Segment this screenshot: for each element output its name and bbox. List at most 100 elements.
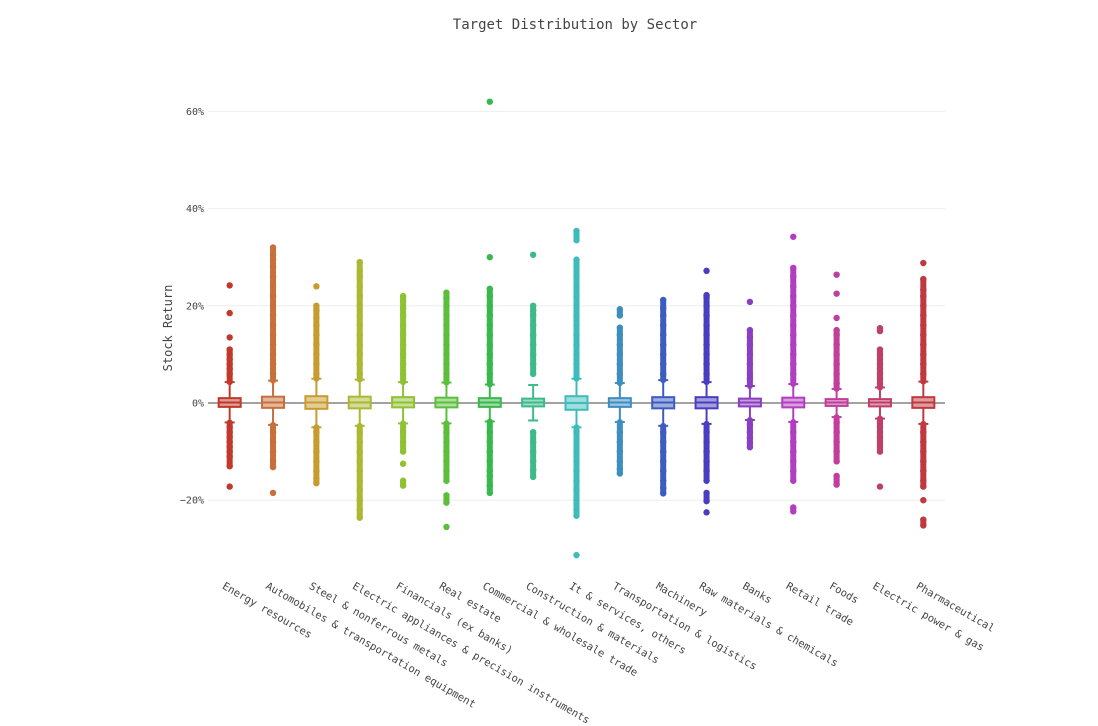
- outlier-point: [529, 351, 537, 358]
- outlier-point: [399, 322, 407, 329]
- outlier-point: [703, 267, 710, 275]
- outlier-point: [226, 438, 233, 446]
- outlier-point: [226, 424, 233, 431]
- outlier-point: [920, 360, 927, 368]
- outlier-point: [529, 370, 537, 378]
- outlier-point: [573, 236, 580, 244]
- outlier-point: [833, 341, 840, 348]
- outlier-point: [790, 264, 797, 272]
- y-axis-label: Stock Return: [161, 285, 175, 372]
- outlier-point: [790, 292, 797, 300]
- outlier-point: [790, 233, 797, 240]
- outlier-point: [746, 351, 754, 358]
- outlier-point: [443, 448, 450, 455]
- outlier-point: [573, 341, 580, 348]
- outlier-point: [790, 322, 797, 329]
- outlier-point: [356, 428, 363, 436]
- outlier-point: [833, 419, 840, 426]
- outlier-point: [226, 433, 233, 441]
- outlier-point: [660, 331, 667, 339]
- outlier-point: [443, 295, 450, 302]
- outlier-point: [790, 458, 797, 465]
- outlier-point: [920, 477, 927, 484]
- outlier-point: [876, 356, 884, 363]
- outlier-point: [920, 483, 927, 490]
- outlier-point: [399, 482, 407, 489]
- outlier-point: [269, 273, 277, 280]
- outlier-point: [573, 331, 580, 339]
- outlier-point: [790, 360, 797, 368]
- outlier-point: [616, 465, 624, 473]
- outlier-point: [920, 497, 927, 504]
- outlier-point: [573, 351, 580, 358]
- outlier-point: [876, 428, 884, 436]
- outlier-point: [616, 351, 624, 358]
- outlier-point: [269, 489, 277, 497]
- outlier-point: [616, 448, 624, 455]
- outlier-point: [443, 458, 450, 465]
- outlier-point: [876, 443, 884, 450]
- outlier-point: [920, 467, 927, 475]
- outlier-point: [443, 331, 450, 339]
- outlier-point: [486, 98, 493, 105]
- outlier-point: [573, 370, 580, 378]
- outlier-point: [746, 428, 754, 436]
- outlier-point: [746, 375, 754, 382]
- box-7: [477, 98, 502, 497]
- outlier-point: [703, 322, 710, 329]
- outlier-point: [486, 360, 493, 368]
- outlier-point: [573, 312, 580, 319]
- outlier-point: [313, 370, 320, 378]
- outlier-point: [313, 351, 320, 358]
- outlier-point: [790, 508, 797, 515]
- outlier-point: [920, 370, 927, 378]
- outlier-point: [356, 273, 363, 280]
- outlier-point: [486, 351, 493, 358]
- outlier-point: [876, 375, 884, 382]
- outlier-point: [616, 458, 624, 465]
- outlier-point: [660, 296, 667, 304]
- outlier-point: [399, 331, 407, 339]
- outlier-point: [313, 360, 320, 368]
- outlier-point: [313, 314, 320, 322]
- outlier-point: [660, 438, 667, 446]
- outlier-point: [876, 346, 884, 353]
- outlier-point: [313, 448, 320, 455]
- outlier-point: [920, 458, 927, 465]
- outlier-point: [746, 298, 754, 306]
- outlier-point: [876, 370, 884, 378]
- outlier-point: [399, 448, 407, 455]
- outlier-point: [573, 273, 580, 280]
- outlier-point: [920, 438, 927, 446]
- outlier-point: [486, 467, 493, 475]
- outlier-point: [660, 305, 667, 312]
- outlier-point: [790, 341, 797, 348]
- outlier-point: [356, 268, 363, 275]
- outlier-point: [790, 428, 797, 436]
- outlier-point: [703, 341, 710, 348]
- outlier-point: [833, 351, 840, 358]
- outlier-point: [486, 489, 493, 497]
- outlier-point: [226, 428, 233, 436]
- outlier-point: [920, 322, 927, 329]
- outlier-point: [399, 460, 407, 467]
- outlier-point: [876, 365, 884, 373]
- outlier-point: [616, 470, 624, 477]
- outlier-point: [703, 458, 710, 465]
- outlier-point: [356, 467, 363, 475]
- outlier-point: [790, 312, 797, 319]
- y-tick-label: 0%: [192, 399, 204, 410]
- outlier-point: [443, 523, 450, 531]
- outlier-point: [703, 477, 710, 484]
- outlier-point: [833, 428, 840, 436]
- outlier-point: [399, 312, 407, 319]
- outlier-point: [269, 448, 277, 455]
- outlier-point: [313, 322, 320, 329]
- outlier-point: [356, 322, 363, 329]
- outlier-point: [746, 360, 754, 368]
- outlier-point: [616, 438, 624, 446]
- outlier-point: [356, 360, 363, 368]
- outlier-point: [269, 302, 277, 309]
- outlier-point: [573, 458, 580, 465]
